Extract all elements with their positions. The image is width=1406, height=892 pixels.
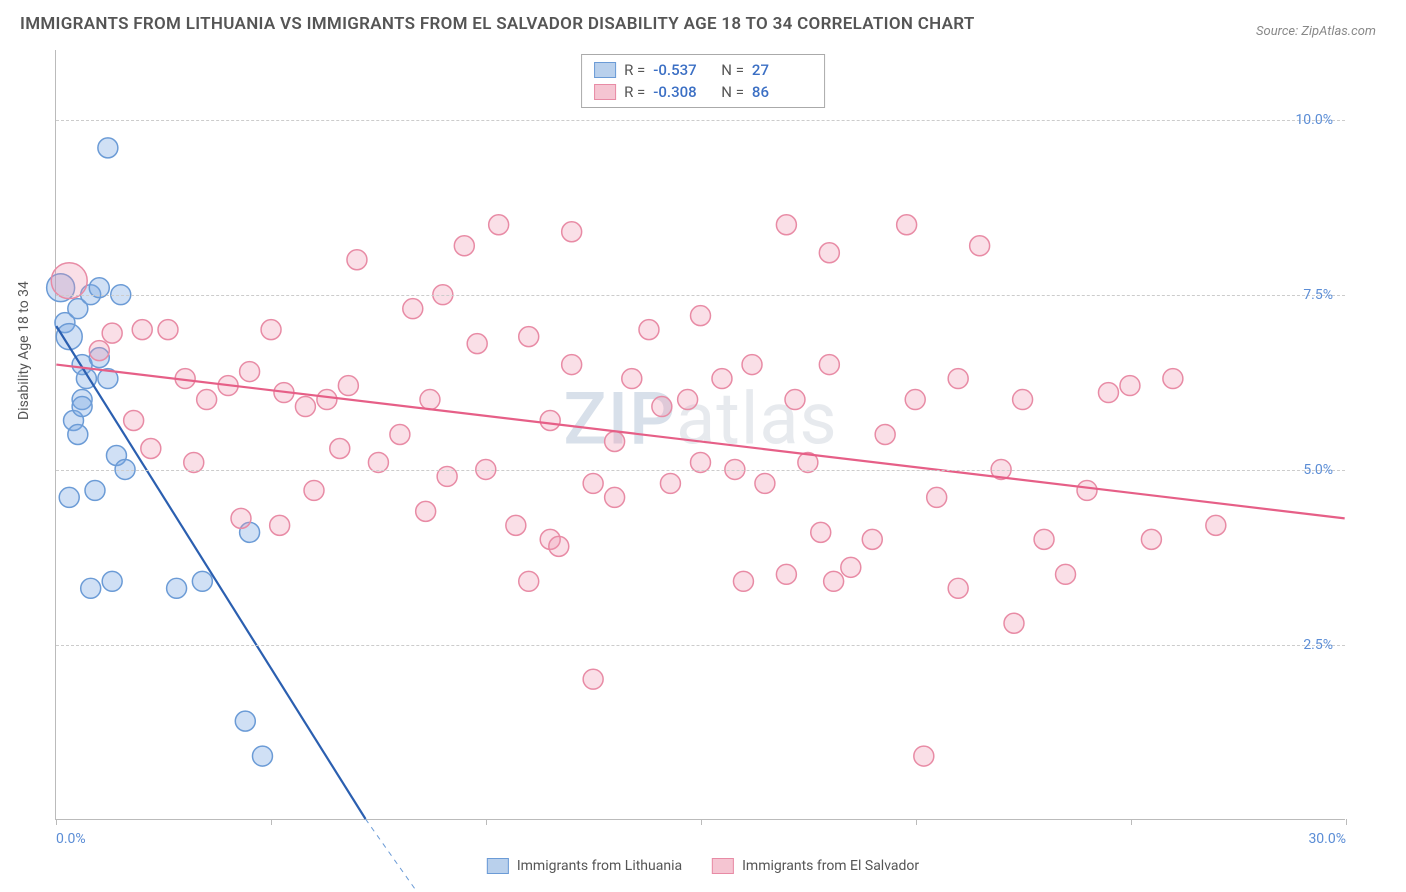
y-tick-label: 7.5% (1303, 287, 1333, 303)
chart-title: IMMIGRANTS FROM LITHUANIA VS IMMIGRANTS … (20, 14, 975, 34)
legend-row-elsalvador: R = -0.308 N = 86 (594, 81, 812, 103)
r-value-elsalvador: -0.308 (653, 83, 713, 101)
legend-item-lithuania: Immigrants from Lithuania (487, 858, 682, 874)
swatch-elsalvador (712, 858, 734, 874)
y-axis-label: Disability Age 18 to 34 (16, 281, 32, 420)
r-label: R = (624, 83, 645, 101)
n-label: N = (721, 61, 744, 79)
n-value-lithuania: 27 (752, 61, 812, 79)
n-value-elsalvador: 86 (752, 83, 812, 101)
legend-label-elsalvador: Immigrants from El Salvador (742, 858, 919, 874)
r-value-lithuania: -0.537 (653, 61, 713, 79)
source-attribution: Source: ZipAtlas.com (1256, 24, 1376, 39)
swatch-elsalvador (594, 84, 616, 100)
x-tick-label: 0.0% (56, 831, 86, 847)
r-label: R = (624, 61, 645, 79)
y-tick-label: 2.5% (1303, 637, 1333, 653)
legend-label-lithuania: Immigrants from Lithuania (517, 858, 682, 874)
plot-area: ZIPatlas 2.5%5.0%7.5%10.0%0.0%30.0% (55, 50, 1345, 820)
y-tick-label: 10.0% (1295, 112, 1333, 128)
x-tick-label: 30.0% (1308, 831, 1346, 847)
correlation-legend: R = -0.537 N = 27 R = -0.308 N = 86 (581, 54, 825, 108)
legend-item-elsalvador: Immigrants from El Salvador (712, 858, 919, 874)
series-legend: Immigrants from Lithuania Immigrants fro… (487, 858, 919, 874)
legend-row-lithuania: R = -0.537 N = 27 (594, 59, 812, 81)
y-tick-label: 5.0% (1303, 462, 1333, 478)
chart-svg (56, 50, 1345, 819)
swatch-lithuania (487, 858, 509, 874)
swatch-lithuania (594, 62, 616, 78)
n-label: N = (721, 83, 744, 101)
